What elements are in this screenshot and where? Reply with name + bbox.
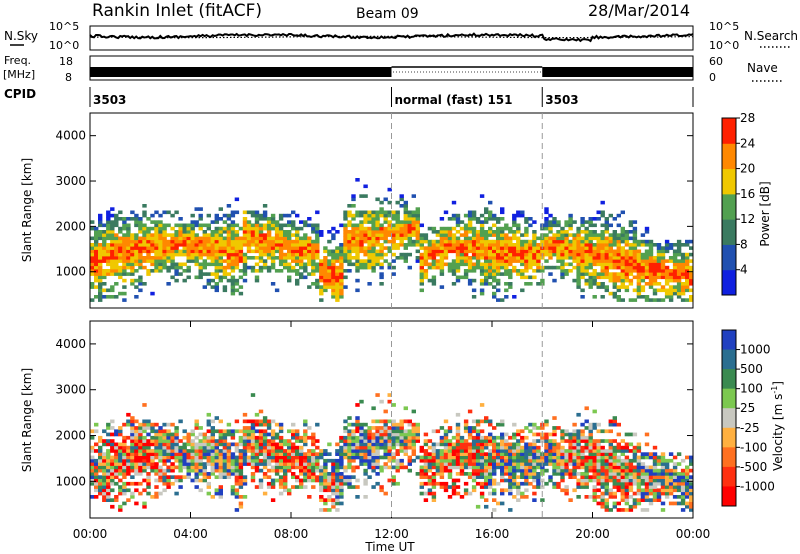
velocity-colorbar-label: Velocity [m s-1] xyxy=(770,381,785,471)
cpid-segment-0: 3503 xyxy=(93,93,126,107)
velocity-colorbar-tick-1: 500 xyxy=(740,362,763,376)
noise-left-tick-top: 10^5 xyxy=(49,20,79,33)
velocity-swatch-0 xyxy=(722,330,736,351)
freq-tick-bottom: 8 xyxy=(65,71,72,84)
xtick-label-1: 04:00 xyxy=(173,527,208,541)
power-colorbar-label: Power [dB] xyxy=(758,181,772,246)
power-panel: Slant Range [km] 1000 2000 3000 4000 4 8 12 16… xyxy=(20,111,772,309)
ytick-label-1000: 1000 xyxy=(55,265,86,279)
nsearch-series xyxy=(90,35,693,39)
power-colorbar: 4 8 12 16 20 24 28 xyxy=(721,111,755,296)
nave-tick-top: 60 xyxy=(709,55,723,68)
velocity-colorbar-tick-0: 1000 xyxy=(740,343,771,357)
xtick-label-4: 16:00 xyxy=(475,527,510,541)
freq-segment-2 xyxy=(542,67,693,77)
power-colorbar-tick-2: 12 xyxy=(740,212,755,226)
ytick-label-2000: 2000 xyxy=(55,219,86,233)
power-swatch-5 xyxy=(722,143,736,170)
power-colorbar-tick-6: 28 xyxy=(740,111,755,125)
noise-left-tick-bottom: 10^0 xyxy=(49,39,79,52)
ytick-label-3000: 3000 xyxy=(55,174,86,188)
power-colorbar-tick-0: 4 xyxy=(740,263,748,277)
ytick-label-4000: 4000 xyxy=(55,129,86,143)
noise-right-tick-bottom: 10^0 xyxy=(709,39,739,52)
ytick-label-1000: 1000 xyxy=(55,474,86,488)
velocity-colorbar-tick-3: 25 xyxy=(740,401,755,415)
cpid-label: CPID xyxy=(4,87,36,101)
power-colorbar-tick-3: 16 xyxy=(740,187,755,201)
power-ylabel: Slant Range [km] xyxy=(20,158,34,262)
xtick-label-0: 00:00 xyxy=(73,527,108,541)
velocity-swatch-3 xyxy=(722,388,736,409)
date-label: 28/Mar/2014 xyxy=(588,1,690,20)
noise-right-tick-top: 10^5 xyxy=(709,20,739,33)
velocity-colorbar-tick-2: 100 xyxy=(740,382,763,396)
velocity-colorbar: 1000 500 100 25 -25 -100 -500 -1000 xyxy=(721,329,775,507)
power-swatch-0 xyxy=(722,269,736,296)
velocity-swatch-8 xyxy=(722,486,736,507)
velocity-swatch-6 xyxy=(722,447,736,468)
velocity-swatch-5 xyxy=(722,427,736,448)
cpid-panel: CPID 3503 normal (fast) 151 3503 xyxy=(4,87,694,107)
velocity-swatch-4 xyxy=(722,408,736,429)
mode-change-markers xyxy=(391,113,543,518)
velocity-panel: Slant Range [km] 1000 2000 3000 4000 00:00 0… xyxy=(20,320,785,554)
xtick-label-6: 00:00 xyxy=(676,527,711,541)
noise-panel: N.Sky 10^5 10^0 10^5 10^0 N.Search xyxy=(4,20,798,52)
cpid-segment-2: 3503 xyxy=(545,93,578,107)
x-axis-label: Time UT xyxy=(364,540,415,554)
frequency-panel: Freq. [MHz] 18 8 60 0 Nave xyxy=(3,54,782,84)
freq-tick-top: 18 xyxy=(59,55,73,68)
power-swatch-4 xyxy=(722,168,736,195)
velocity-swatch-7 xyxy=(722,466,736,487)
figure-title: Rankin Inlet (fitACF) xyxy=(92,1,262,21)
freq-label: Freq. xyxy=(4,54,31,67)
power-heatmap xyxy=(90,178,694,302)
velocity-colorbar-tick-5: -100 xyxy=(740,440,767,454)
nsearch-label: N.Search xyxy=(744,29,798,43)
power-colorbar-tick-5: 24 xyxy=(740,136,755,150)
velocity-colorbar-tick-6: -500 xyxy=(740,460,767,474)
velocity-swatch-2 xyxy=(722,369,736,390)
ytick-label-3000: 3000 xyxy=(55,383,86,397)
power-swatch-2 xyxy=(722,219,736,245)
ytick-label-4000: 4000 xyxy=(55,337,86,351)
power-swatch-1 xyxy=(722,244,736,271)
nave-tick-bottom: 0 xyxy=(709,71,716,84)
power-swatch-3 xyxy=(722,193,736,220)
xtick-label-5: 20:00 xyxy=(575,527,610,541)
nave-label: Nave xyxy=(747,61,778,75)
power-colorbar-tick-1: 8 xyxy=(740,237,748,251)
cpid-segment-1: normal (fast) 151 xyxy=(395,93,513,107)
velocity-colorbar-tick-7: -1000 xyxy=(740,479,775,493)
xtick-label-3: 12:00 xyxy=(374,527,409,541)
velocity-swatch-1 xyxy=(722,349,736,370)
power-colorbar-tick-4: 20 xyxy=(740,162,755,176)
ytick-label-2000: 2000 xyxy=(55,429,86,443)
velocity-ylabel: Slant Range [km] xyxy=(20,368,34,472)
nsky-label: N.Sky xyxy=(4,29,38,43)
velocity-colorbar-tick-4: -25 xyxy=(740,421,760,435)
freq-unit-label: [MHz] xyxy=(3,68,35,81)
xtick-label-2: 08:00 xyxy=(274,527,309,541)
beam-label: Beam 09 xyxy=(356,6,419,22)
power-swatch-6 xyxy=(722,118,736,144)
